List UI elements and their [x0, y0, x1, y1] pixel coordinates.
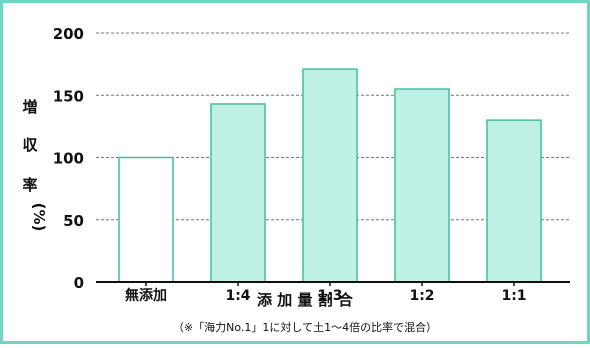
bar	[118, 156, 174, 283]
y-axis-title-unit: (%)	[30, 203, 48, 232]
x-category-label: 1:2	[409, 288, 434, 304]
y-axis-title-char: 収	[22, 136, 38, 154]
axes	[96, 281, 570, 286]
x-axis-title: 添 加 量 割 合	[257, 291, 354, 309]
x-category-label: 1:3	[317, 288, 342, 304]
footnote: （※「海力No.1」1に対して土1～4倍の比率で混合）	[173, 320, 437, 334]
y-tick-labels: 0 50 100 150 200	[53, 25, 84, 292]
bar	[302, 68, 358, 283]
bar	[486, 119, 542, 283]
y-tick-label: 100	[53, 150, 84, 168]
bar	[210, 103, 266, 283]
x-category-labels: 無添加 1:4 1:3 1:2 1:1	[125, 287, 527, 304]
y-tick-label: 200	[53, 25, 84, 43]
bars	[118, 68, 542, 283]
x-category-label: 無添加	[125, 287, 167, 304]
bar	[394, 88, 450, 283]
x-category-label: 1:1	[501, 288, 526, 304]
y-axis-title-char: 増	[22, 98, 37, 116]
y-axis-title-char: 率	[22, 176, 37, 194]
y-tick-label: 0	[74, 274, 84, 292]
y-tick-label: 50	[63, 212, 84, 230]
y-tick-label: 150	[53, 87, 84, 105]
y-axis-title: 増収率 (%)	[22, 98, 48, 231]
x-category-label: 1:4	[225, 288, 250, 304]
